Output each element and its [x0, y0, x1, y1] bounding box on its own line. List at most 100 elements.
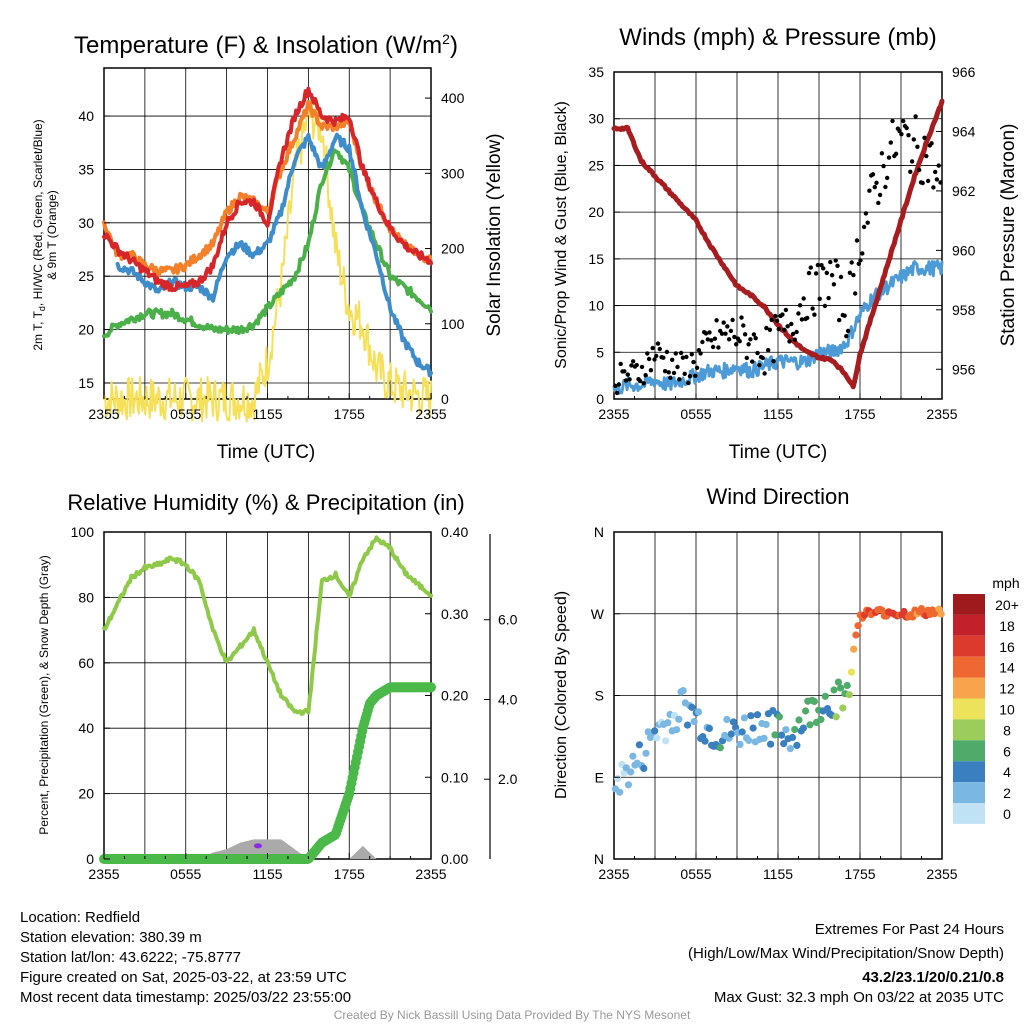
y2-tick-label: 400: [441, 90, 465, 106]
snow-depth-area: [104, 839, 431, 859]
footer-latlon: Station lat/lon: 43.6222; -75.8777: [20, 949, 241, 966]
gust-point: [890, 118, 895, 124]
speed-legend-swatch: [953, 782, 985, 803]
direction-point: [662, 737, 670, 745]
gust-point: [924, 153, 929, 159]
direction-point: [679, 687, 687, 695]
speed-legend-swatch: [953, 698, 985, 720]
direction-point: [749, 724, 757, 732]
gust-point: [773, 313, 778, 319]
gust-point: [813, 271, 819, 276]
gust-point: [787, 339, 792, 344]
footer-recent: Most recent data timestamp: 2025/03/22 2…: [20, 989, 351, 1006]
direction-point: [854, 622, 862, 630]
gust-point: [677, 377, 682, 382]
direction-point: [791, 725, 799, 734]
y2-tick-label: 960: [952, 242, 976, 258]
gust-point: [714, 318, 719, 323]
x-tick-label: 2355: [88, 406, 119, 422]
gust-point: [750, 359, 755, 364]
direction-point: [806, 721, 814, 729]
y-tick-label: 5: [596, 344, 604, 360]
gust-point: [812, 312, 817, 317]
direction-point: [736, 740, 744, 749]
y-tick-label: 10: [588, 298, 604, 314]
temperature-panel: Temperature (F) & Insolation (W/m2) 15 20…: [31, 31, 505, 463]
direction-point: [675, 715, 683, 723]
direction-point: [762, 720, 770, 729]
wind-speed-line: [612, 259, 944, 395]
gust-point: [700, 339, 705, 345]
gust-point: [753, 336, 758, 341]
direction-point: [778, 731, 786, 739]
gust-point: [687, 374, 693, 379]
gust-point: [630, 359, 636, 364]
y2-tick-label: 0.20: [441, 688, 468, 704]
y-tick-label: 40: [78, 108, 94, 124]
y2-tick-label: 958: [952, 302, 976, 318]
snow-y-ticks: 2.0 4.0 6.0: [484, 534, 518, 859]
speed-legend-swatch: [953, 594, 985, 615]
speed-legend-label: 12: [999, 681, 1015, 697]
gust-point: [721, 320, 726, 325]
gust-point: [730, 317, 735, 323]
gust-point: [783, 307, 789, 313]
gust-point: [929, 141, 934, 146]
gust-point: [689, 352, 694, 357]
temperature-x-ticks: 2355 0555 1155 1755 2355: [88, 393, 447, 422]
y-tick-label: 20: [78, 322, 94, 338]
gust-point: [629, 363, 634, 368]
speed-legend-label: 16: [999, 639, 1015, 655]
gust-point: [824, 270, 829, 276]
extremes-title: Extremes For Past 24 Hours: [815, 921, 1004, 938]
dewpoint-line: [102, 148, 433, 339]
gust-point: [680, 355, 686, 360]
direction-point: [760, 734, 768, 742]
gust-point: [691, 359, 696, 365]
direction-point: [917, 605, 926, 613]
gust-point: [920, 180, 925, 186]
winds-series: [611, 98, 945, 396]
footer-location: Location: Redfield: [20, 909, 140, 926]
gust-point: [805, 315, 810, 321]
gust-point: [801, 296, 806, 301]
gust-point: [936, 163, 941, 168]
x-tick-label: 1755: [844, 406, 875, 422]
y2-tick-label: 0: [441, 391, 449, 407]
direction-point: [900, 607, 908, 616]
gust-point: [726, 337, 732, 342]
gust-point: [886, 155, 892, 160]
gust-point: [638, 378, 643, 384]
gust-point: [725, 324, 730, 329]
y-tick-label: 100: [71, 524, 95, 540]
footer: Location: Redfield Station elevation: 38…: [20, 909, 1004, 1022]
y2-tick-label: 100: [441, 316, 465, 332]
gust-point: [670, 357, 675, 362]
gust-point: [790, 331, 796, 337]
gust-point: [657, 346, 662, 352]
gust-point: [826, 295, 831, 301]
gust-point: [634, 362, 639, 368]
gust-point: [764, 325, 769, 331]
y2-tick-label: 300: [441, 165, 465, 181]
humidity-y-ticks: 0 20 40 60 80 100: [71, 524, 110, 867]
temperature-y-ticks: 15 20 25 30 35 40: [78, 108, 110, 391]
y-tick-label: 80: [78, 589, 94, 605]
gust-point: [838, 274, 844, 280]
gust-point: [822, 303, 828, 309]
y-tick-label: 20: [78, 786, 94, 802]
winds-gridlines: [614, 72, 942, 399]
direction-y-ticks: N E S W N: [591, 524, 620, 867]
gust-point: [655, 341, 661, 346]
direction-point: [782, 726, 790, 734]
gust-point: [874, 180, 879, 185]
gust-point: [648, 368, 654, 373]
direction-point: [817, 715, 825, 724]
speed-legend-swatch: [953, 803, 985, 824]
gust-point: [867, 188, 872, 193]
direction-point: [727, 730, 735, 738]
precip-y-ticks: 0.00 0.10 0.20 0.30 0.40: [425, 524, 468, 867]
gust-point: [614, 390, 620, 396]
